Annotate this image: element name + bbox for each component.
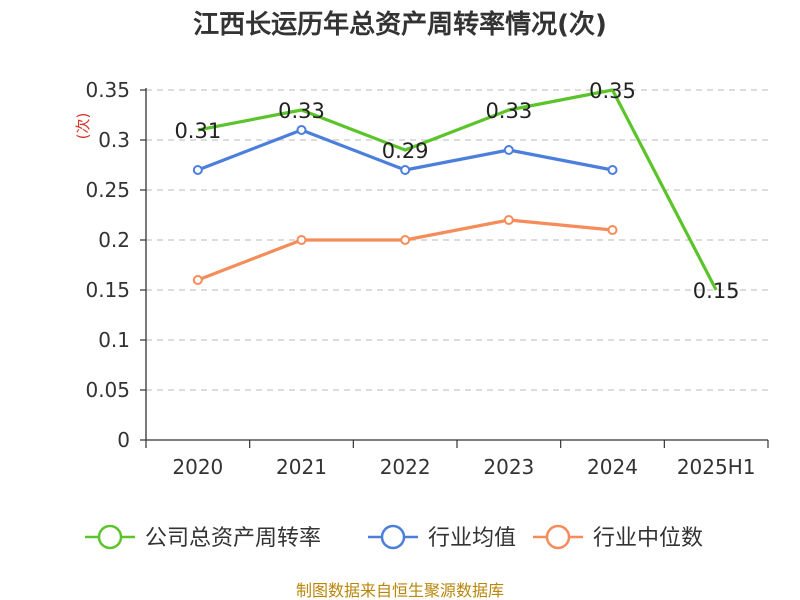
x-tick-label: 2021 xyxy=(276,455,327,479)
x-tick-label: 2024 xyxy=(587,455,638,479)
legend-label: 行业中位数 xyxy=(593,526,703,551)
y-tick-label: 0.25 xyxy=(85,178,130,202)
y-tick-label: 0.1 xyxy=(98,328,130,352)
data-label: 0.15 xyxy=(693,279,740,303)
legend-marker xyxy=(545,524,571,550)
data-point xyxy=(503,215,514,225)
legend-label: 行业均值 xyxy=(428,526,516,551)
data-point xyxy=(192,165,203,175)
legend-label: 公司总资产周转率 xyxy=(145,526,321,551)
y-axis-label: (次) xyxy=(74,113,92,140)
x-tick-label: 2023 xyxy=(483,455,534,479)
data-point xyxy=(400,235,411,245)
y-tick-label: 0.05 xyxy=(85,378,130,402)
data-label: 0.31 xyxy=(174,119,221,143)
legend-marker xyxy=(380,524,406,550)
data-label: 0.35 xyxy=(589,79,636,103)
series-line xyxy=(197,218,613,282)
legend-marker xyxy=(97,524,123,550)
x-tick-label: 2020 xyxy=(172,455,223,479)
x-tick-label: 2025H1 xyxy=(677,455,756,479)
data-point xyxy=(607,165,618,175)
y-tick-label: 0.3 xyxy=(98,128,130,152)
y-tick-label: 0.35 xyxy=(85,78,130,102)
data-point xyxy=(400,165,411,175)
y-tick-label: 0 xyxy=(117,428,130,452)
x-tick-label: 2022 xyxy=(380,455,431,479)
y-tick-label: 0.2 xyxy=(98,228,130,252)
chart-title: 江西长运历年总资产周转率情况(次) xyxy=(193,9,607,40)
data-point xyxy=(296,125,307,135)
data-label: 0.29 xyxy=(382,139,429,163)
data-label: 0.33 xyxy=(278,99,325,123)
data-point xyxy=(503,145,514,155)
data-point xyxy=(192,275,203,285)
y-tick-label: 0.15 xyxy=(85,278,130,302)
series-line xyxy=(197,88,718,291)
source-note: 制图数据来自恒生聚源数据库 xyxy=(296,581,504,600)
data-label: 0.33 xyxy=(485,99,532,123)
data-point xyxy=(296,235,307,245)
data-point xyxy=(607,225,618,235)
